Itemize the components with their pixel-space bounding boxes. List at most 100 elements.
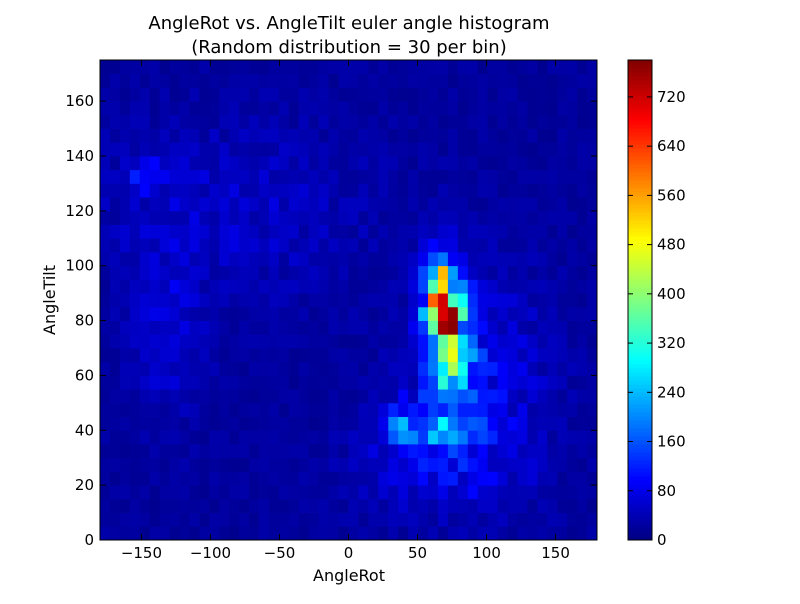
heatmap-cell xyxy=(487,293,498,308)
heatmap-cell xyxy=(348,485,359,500)
heatmap-cell xyxy=(437,60,449,75)
heatmap-cell xyxy=(219,402,230,417)
heatmap-cell xyxy=(318,197,330,212)
colorbar-segment xyxy=(628,156,652,161)
heatmap-cell xyxy=(567,238,578,253)
heatmap-cell xyxy=(447,512,459,527)
heatmap-cell xyxy=(527,430,538,445)
heatmap-cell xyxy=(189,279,200,294)
heatmap-cell xyxy=(567,142,578,157)
colorbar-segment xyxy=(628,216,652,221)
heatmap-cell xyxy=(487,101,498,116)
heatmap-cell xyxy=(567,444,578,459)
heatmap-cell xyxy=(308,375,320,390)
heatmap-cell xyxy=(278,60,290,75)
heatmap-cell xyxy=(249,306,260,321)
heatmap-cell xyxy=(229,389,240,404)
heatmap-cell xyxy=(378,430,389,445)
heatmap-cell xyxy=(457,306,469,321)
heatmap-cell xyxy=(567,402,578,417)
heatmap-cell xyxy=(139,498,151,513)
heatmap-cell xyxy=(517,197,528,212)
heatmap-cell xyxy=(358,183,369,198)
heatmap-cell xyxy=(447,265,459,280)
colorbar-segment xyxy=(628,468,652,473)
heatmap-cell xyxy=(418,471,429,486)
heatmap-cell xyxy=(378,498,389,513)
heatmap-cell xyxy=(457,128,469,143)
heatmap-cell xyxy=(119,197,131,212)
heatmap-cell xyxy=(249,265,260,280)
heatmap-cell xyxy=(487,361,498,376)
heatmap-cell xyxy=(587,156,598,171)
heatmap-cell xyxy=(497,320,508,335)
heatmap-cell xyxy=(487,348,498,363)
heatmap-cell xyxy=(318,238,330,253)
heatmap-cell xyxy=(149,183,161,198)
heatmap-cell xyxy=(298,389,310,404)
y-tick-label: 80 xyxy=(75,312,94,330)
heatmap-cell xyxy=(388,169,399,184)
heatmap-cell xyxy=(368,512,379,527)
heatmap-cell xyxy=(577,128,588,143)
heatmap-cell xyxy=(209,87,220,102)
heatmap-cell xyxy=(169,142,180,157)
heatmap-cell xyxy=(368,73,379,88)
colorbar-segment xyxy=(628,88,652,93)
heatmap-cell xyxy=(497,265,508,280)
heatmap-cell xyxy=(547,402,558,417)
heatmap-cell xyxy=(557,60,568,75)
heatmap-cell xyxy=(507,389,518,404)
heatmap-cell xyxy=(577,224,588,239)
colorbar-segment xyxy=(628,412,652,417)
colorbar-segment xyxy=(628,284,652,289)
heatmap-cell xyxy=(437,279,449,294)
heatmap-cell xyxy=(428,293,439,308)
heatmap-cell xyxy=(159,498,170,513)
heatmap-cell xyxy=(119,265,131,280)
heatmap-cell xyxy=(437,430,449,445)
heatmap-cell xyxy=(437,210,449,225)
heatmap-cell xyxy=(288,485,300,500)
heatmap-cell xyxy=(209,430,220,445)
heatmap-cell xyxy=(199,224,210,239)
heatmap-cell xyxy=(457,416,469,431)
heatmap-cell xyxy=(428,416,439,431)
colorbar-segment xyxy=(628,220,652,225)
colorbar-tick-label: 640 xyxy=(657,137,686,155)
heatmap-cell xyxy=(477,60,489,75)
heatmap-cell xyxy=(487,128,498,143)
heatmap-cell xyxy=(517,348,528,363)
heatmap-cell xyxy=(477,320,489,335)
heatmap-cell xyxy=(318,73,330,88)
heatmap-cell xyxy=(119,457,131,472)
heatmap-cell xyxy=(577,498,588,513)
heatmap-cell xyxy=(567,526,578,541)
colorbar-segment xyxy=(628,212,652,217)
colorbar-segment xyxy=(628,140,652,145)
heatmap-cell xyxy=(527,375,538,390)
colorbar-segment xyxy=(628,288,652,293)
heatmap-cell xyxy=(388,279,399,294)
heatmap-cell xyxy=(358,128,369,143)
heatmap-cell xyxy=(179,252,190,267)
heatmap-cell xyxy=(249,375,260,390)
heatmap-cell xyxy=(418,361,429,376)
heatmap-cell xyxy=(189,169,200,184)
heatmap-cell xyxy=(259,265,270,280)
heatmap-cell xyxy=(497,73,508,88)
heatmap-cell xyxy=(189,457,200,472)
heatmap-cell xyxy=(547,498,558,513)
heatmap-cell xyxy=(587,402,598,417)
heatmap-cell xyxy=(239,156,250,171)
heatmap-cell xyxy=(109,156,121,171)
heatmap-cell xyxy=(447,471,459,486)
heatmap-cell xyxy=(447,402,459,417)
heatmap-cell xyxy=(179,498,190,513)
heatmap-cell xyxy=(447,320,459,335)
heatmap-cell xyxy=(159,279,170,294)
heatmap-cell xyxy=(169,498,180,513)
heatmap-cell xyxy=(179,265,190,280)
heatmap-cell xyxy=(537,375,548,390)
